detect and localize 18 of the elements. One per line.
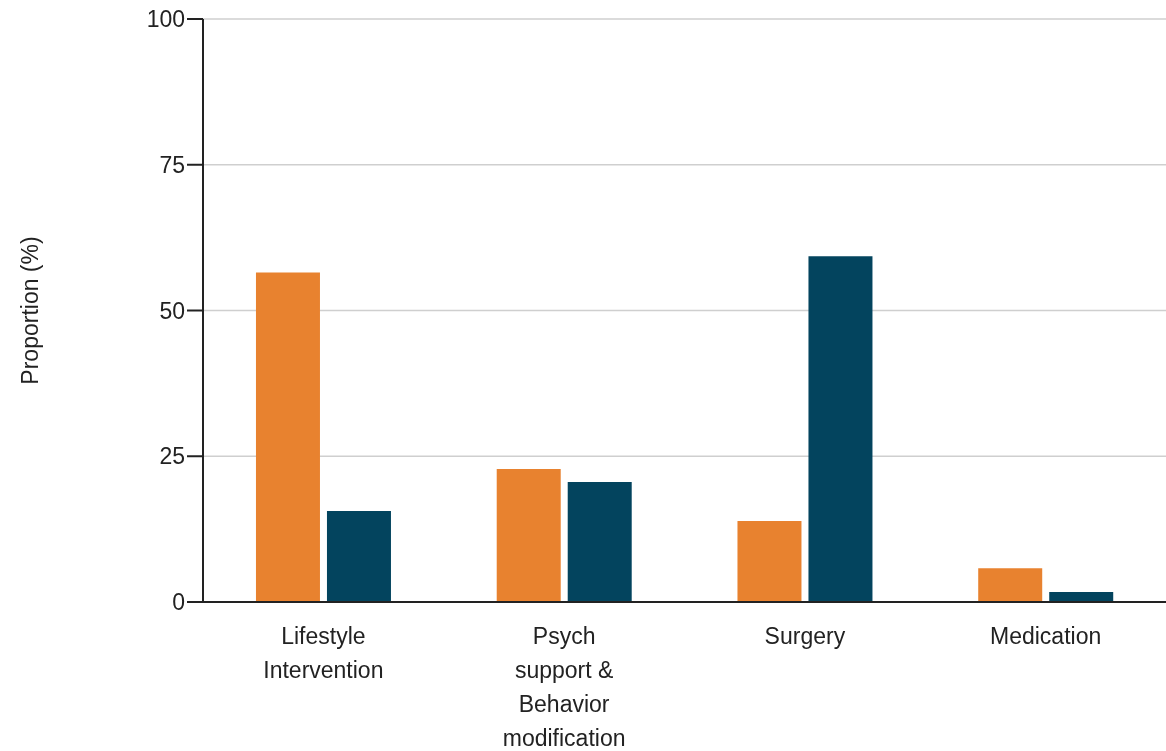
bar: [496, 469, 561, 602]
y-tick-label: 25: [159, 443, 185, 470]
y-axis-title: Proportion (%): [17, 236, 44, 385]
bar: [326, 511, 391, 602]
y-tick-label: 100: [146, 6, 185, 33]
x-tick-label: Psych support & Behavior modification: [502, 623, 626, 751]
x-tick-label: Lifestyle Intervention: [263, 623, 384, 683]
bar: [255, 272, 320, 602]
bar: [808, 256, 873, 602]
bar: [567, 481, 632, 602]
bar: [978, 568, 1043, 602]
x-tick-label: Surgery: [764, 623, 846, 649]
bar: [737, 520, 802, 602]
y-tick-label: 50: [159, 297, 185, 324]
y-tick-label: 75: [159, 151, 185, 178]
y-tick-label: 0: [172, 589, 185, 616]
x-tick-label: Medication: [990, 623, 1102, 649]
bar: [1049, 592, 1114, 602]
